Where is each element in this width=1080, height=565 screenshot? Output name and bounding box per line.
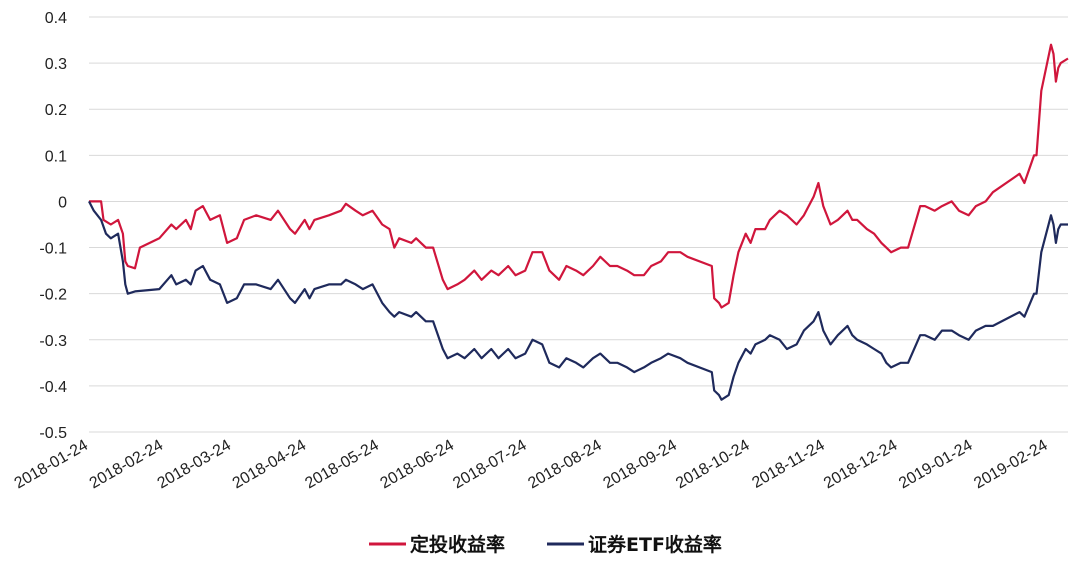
x-tick-label: 2019-01-24	[896, 437, 975, 493]
y-tick-label: 0.3	[45, 56, 67, 73]
x-tick-label: 2018-11-24	[749, 437, 827, 492]
series-line-1	[89, 43, 1069, 309]
y-tick-label: -0.4	[39, 379, 67, 396]
y-tick-label: 0	[58, 194, 67, 211]
x-tick-label: 2018-01-24	[12, 437, 91, 493]
series-lines	[88, 43, 1069, 401]
x-tick-label: 2018-03-24	[155, 437, 234, 493]
y-tick-label: 0.2	[45, 102, 67, 119]
legend: 定投收益率 证券ETF收益率	[369, 533, 722, 556]
x-tick-label: 2018-05-24	[302, 437, 381, 493]
x-tick-label: 2018-06-24	[378, 437, 457, 493]
x-tick-label: 2018-04-24	[230, 437, 309, 493]
legend-label-series-1: 定投收益率	[410, 533, 505, 556]
legend-label-series-2: 证券ETF收益率	[588, 533, 722, 556]
x-tick-label: 2018-12-24	[821, 437, 900, 493]
y-axis-ticks: 0.4 0.3 0.2 0.1 0 -0.1 -0.2 -0.3 -0.4 -0.5	[39, 10, 67, 442]
x-tick-label: 2019-02-24	[971, 437, 1050, 493]
x-tick-label: 2018-08-24	[525, 437, 604, 493]
x-tick-label: 2018-10-24	[673, 437, 752, 493]
y-tick-label: 0.1	[45, 148, 67, 165]
y-tick-label: -0.5	[39, 425, 67, 442]
y-tick-label: -0.2	[39, 287, 67, 304]
x-tick-label: 2018-02-24	[87, 437, 166, 493]
y-tick-label: -0.1	[39, 241, 67, 258]
x-tick-label: 2018-09-24	[600, 437, 679, 493]
x-tick-label: 2018-07-24	[450, 437, 529, 493]
series-line-2	[88, 200, 1068, 401]
y-tick-label: -0.3	[39, 333, 67, 350]
x-axis-ticks: 2018-01-242018-02-242018-03-242018-04-24…	[12, 437, 1051, 493]
y-tick-label: 0.4	[45, 10, 67, 27]
grid-lines	[89, 16, 1068, 433]
